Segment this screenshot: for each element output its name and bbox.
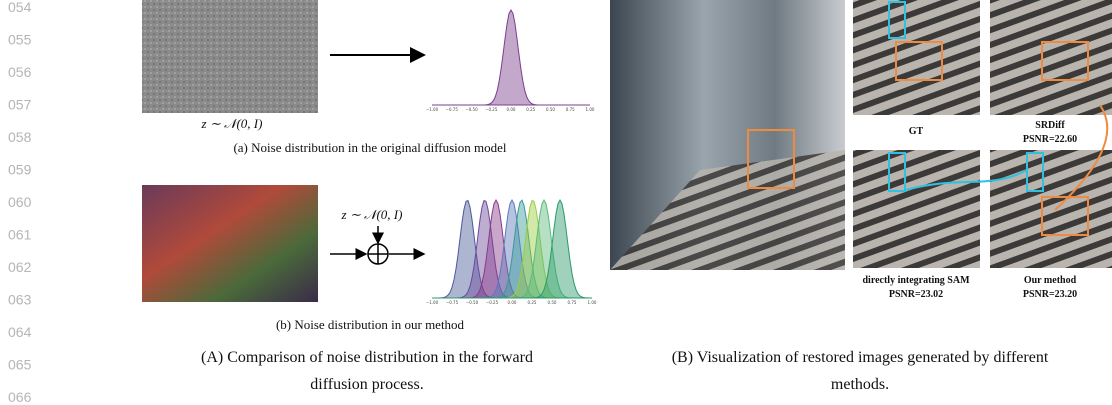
caption: (a) Noise distribution in the original d… <box>233 140 506 155</box>
formula: z ∼ 𝒩(0, I) <box>341 207 403 222</box>
label: PSNR=22.60 <box>1023 134 1077 145</box>
tick-label: 1.00 <box>588 300 597 305</box>
label: SRDiff <box>1035 120 1065 131</box>
input-image <box>142 185 318 302</box>
gaussian-plot: −1.00 −0.75 −0.50 −0.25 0.00 0.25 0.50 0.75 1.00 <box>426 200 597 305</box>
line-number: 055 <box>8 32 32 48</box>
gaussian-plot: −1.00 −0.75 −0.50 −0.25 0.00 0.25 0.50 0.75 1.00 <box>426 10 595 112</box>
tick-label: −0.50 <box>465 107 478 112</box>
tick-label: 1.00 <box>586 107 595 112</box>
label: directly integrating SAM <box>862 275 970 286</box>
noise-image <box>142 0 318 113</box>
caption: diffusion process. <box>310 376 423 393</box>
tick-label: −0.75 <box>446 300 459 305</box>
line-number: 060 <box>8 194 32 210</box>
tick-label: −1.00 <box>426 300 439 305</box>
line-number: 061 <box>8 227 32 243</box>
line-number: 058 <box>8 129 32 145</box>
figure: 054055056057058059060061062063064065066 … <box>0 0 1112 405</box>
line-number: 057 <box>8 97 32 113</box>
line-number: 059 <box>8 162 32 178</box>
label: PSNR=23.02 <box>889 289 943 300</box>
line-number: 062 <box>8 259 32 275</box>
line-number: 056 <box>8 64 32 80</box>
line-number: 065 <box>8 357 32 373</box>
tick-label: 0.25 <box>526 107 535 112</box>
tick-label: −0.75 <box>446 107 459 112</box>
caption: (B) Visualization of restored images gen… <box>672 349 1049 366</box>
curve <box>432 10 590 105</box>
label: PSNR=23.20 <box>1023 289 1077 300</box>
tick-label: 0.00 <box>508 300 517 305</box>
label: Our method <box>1024 275 1077 286</box>
tick-label: 0.25 <box>528 300 537 305</box>
line-number: 066 <box>8 389 32 405</box>
tick-label: −0.25 <box>486 300 499 305</box>
caption: methods. <box>831 376 889 393</box>
tick-label: −0.25 <box>485 107 498 112</box>
caption: (b) Noise distribution in our method <box>276 317 465 332</box>
tick-label: 0.75 <box>568 300 577 305</box>
tick-label: 0.50 <box>548 300 557 305</box>
caption: (A) Comparison of noise distribution in … <box>201 349 533 366</box>
line-number: 063 <box>8 292 32 308</box>
tick-label: 0.00 <box>507 107 516 112</box>
tick-label: 0.50 <box>546 107 555 112</box>
line-number: 064 <box>8 324 32 340</box>
line-number: 054 <box>8 0 32 15</box>
label: GT <box>909 126 924 137</box>
tick-label: −1.00 <box>426 107 439 112</box>
formula: z ∼ 𝒩(0, I) <box>201 116 263 131</box>
tick-label: 0.75 <box>566 107 575 112</box>
tick-label: −0.50 <box>466 300 479 305</box>
